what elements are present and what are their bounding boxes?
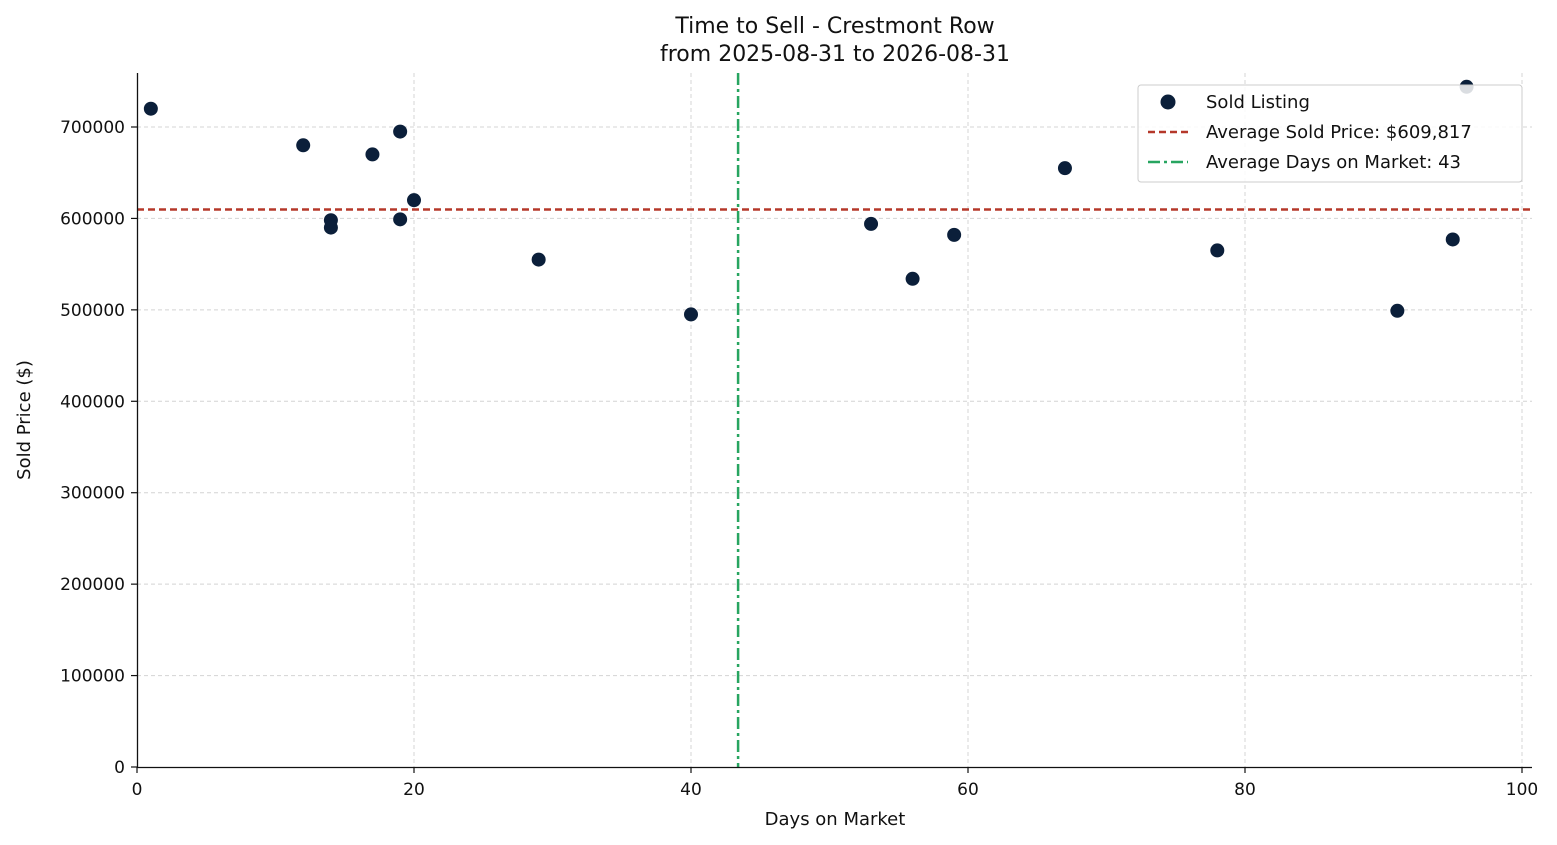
grid — [137, 73, 1532, 767]
y-tick-label: 600000 — [60, 209, 125, 229]
x-ticks: 0 20 40 60 80 100 — [132, 767, 1538, 800]
data-point — [393, 212, 408, 227]
x-tick-label: 20 — [403, 780, 425, 800]
data-point — [947, 227, 962, 242]
x-tick-label: 0 — [132, 780, 143, 800]
data-point — [143, 101, 158, 116]
legend-box — [1137, 84, 1523, 183]
data-point — [864, 216, 879, 231]
x-tick-label: 40 — [680, 780, 702, 800]
y-tick-label: 200000 — [60, 575, 125, 595]
data-point — [393, 124, 408, 139]
data-point — [905, 271, 920, 286]
y-tick-label: 100000 — [60, 667, 125, 687]
data-point — [684, 307, 698, 322]
data-point — [1057, 161, 1072, 176]
data-point — [531, 252, 546, 267]
x-tick-label: 100 — [1506, 780, 1538, 800]
legend-label-average-days: Average Days on Market: 43 — [1206, 152, 1461, 173]
reference-lines — [137, 73, 1532, 767]
data-point — [407, 193, 421, 208]
legend-marker-sold-listing — [1160, 94, 1176, 110]
data-point — [1390, 303, 1405, 318]
x-tick-label: 60 — [957, 780, 979, 800]
chart-subtitle: from 2025-08-31 to 2026-08-31 — [660, 42, 1010, 67]
data-point — [323, 220, 338, 235]
legend: Sold Listing Average Sold Price: $609,81… — [1137, 84, 1523, 183]
legend-label-average-price: Average Sold Price: $609,817 — [1206, 122, 1472, 143]
y-tick-label: 300000 — [60, 484, 125, 504]
y-tick-label: 700000 — [60, 118, 125, 138]
chart-title: Time to Sell - Crestmont Row — [674, 14, 994, 39]
data-point — [296, 138, 311, 153]
y-ticks: 0 100000 200000 300000 400000 500000 600000 700… — [60, 118, 137, 778]
x-axis-label: Days on Market — [765, 809, 906, 830]
data-points — [143, 79, 1474, 322]
y-tick-label: 0 — [114, 758, 125, 778]
data-point — [1445, 232, 1460, 247]
x-tick-label: 80 — [1234, 780, 1256, 800]
y-axis-label: Sold Price ($) — [14, 360, 35, 480]
data-point — [365, 147, 380, 162]
y-tick-label: 400000 — [60, 392, 125, 412]
legend-label-sold-listing: Sold Listing — [1206, 92, 1310, 113]
y-tick-label: 500000 — [60, 301, 125, 321]
data-point — [1210, 243, 1225, 258]
